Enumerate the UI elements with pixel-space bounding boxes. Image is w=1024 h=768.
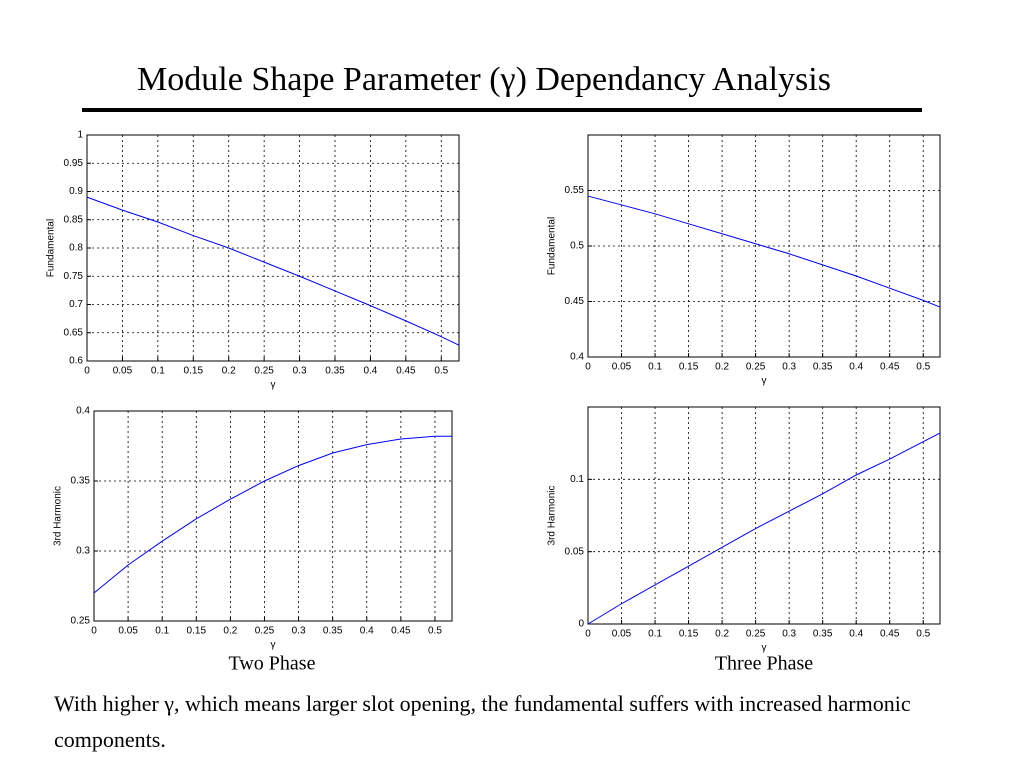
x-tick-label: 0.4 [363,366,377,377]
x-tick-label: 0.3 [293,366,307,377]
x-axis-label: γ [762,643,767,654]
x-tick-label: 0.2 [715,362,729,373]
y-tick-label: 0.6 [69,356,83,367]
x-tick-label: 0.1 [151,366,165,377]
x-tick-label: 0 [84,366,90,377]
x-tick-label: 0.45 [396,366,416,377]
x-tick-label: 0.35 [325,366,345,377]
x-tick-label: 0.3 [292,626,306,637]
y-tick-label: 0.45 [565,296,585,307]
note: With higher γ, which means larger slot o… [54,691,911,752]
y-tick-label: 0.55 [565,185,585,196]
y-tick-label: 0.95 [64,158,84,169]
x-tick-label: 0.1 [648,629,662,640]
data-line [587,195,941,308]
x-tick-label: 0.05 [113,366,133,377]
x-axis-label: γ [271,380,276,391]
x-tick-label: 0.45 [880,362,900,373]
y-tick-label: 0.1 [570,474,584,485]
x-tick-label: 0.1 [648,362,662,373]
x-tick-label: 0.45 [880,629,900,640]
caption: Three Phase [715,653,813,675]
y-tick-label: 0.75 [64,271,84,282]
x-tick-label: 0.15 [184,366,204,377]
x-tick-label: 0.5 [434,366,448,377]
x-tick-label: 0 [585,362,591,373]
caption: Two Phase [229,653,316,675]
y-tick-label: 0.5 [570,241,584,252]
y-tick-label: 0.85 [64,214,84,225]
data-line [86,196,460,346]
x-tick-label: 0.35 [813,362,833,373]
y-axis-label: 3rd Harmonic [547,485,558,545]
y-tick-label: 0.7 [69,299,83,310]
y-axis-label: Fundamental [46,219,57,277]
x-tick-label: 0.5 [428,626,442,637]
x-tick-label: 0.05 [612,629,632,640]
y-axis-label: 3rd Harmonic [53,486,64,546]
x-axis-label: γ [762,376,767,387]
x-tick-label: 0.15 [679,629,699,640]
y-tick-label: 0.35 [71,476,91,487]
x-tick-label: 0 [91,626,97,637]
x-tick-label: 0.05 [118,626,138,637]
x-tick-label: 0.3 [782,629,796,640]
x-tick-label: 0.25 [255,626,275,637]
y-tick-label: 0.8 [69,243,83,254]
y-tick-label: 0.9 [69,186,83,197]
plot-area [93,410,453,622]
x-tick-label: 0.25 [746,629,766,640]
x-tick-label: 0.45 [391,626,411,637]
x-tick-label: 0.25 [746,362,766,373]
x-tick-label: 0.3 [782,362,796,373]
x-tick-label: 0.4 [849,629,863,640]
x-tick-label: 0.2 [223,626,237,637]
data-line [93,435,452,594]
x-tick-label: 0.35 [813,629,833,640]
x-tick-label: 0 [585,629,591,640]
x-tick-label: 0.05 [612,362,632,373]
data-line [587,432,941,625]
y-tick-label: 0.05 [565,546,585,557]
x-tick-label: 0.15 [679,362,699,373]
y-tick-label: 0.3 [76,546,90,557]
y-tick-label: 0 [578,619,584,630]
x-tick-label: 0.4 [849,362,863,373]
x-tick-label: 0.2 [715,629,729,640]
x-tick-label: 0.35 [323,626,343,637]
y-tick-label: 0.4 [570,352,584,363]
y-tick-label: 0.4 [76,406,90,417]
y-tick-label: 0.25 [71,616,91,627]
y-tick-label: 0.65 [64,327,84,338]
x-tick-label: 0.1 [155,626,169,637]
x-tick-label: 0.4 [360,626,374,637]
slide-title: Module Shape Parameter (γ) Dependancy An… [137,61,831,98]
x-tick-label: 0.2 [222,366,236,377]
x-tick-label: 0.5 [916,629,930,640]
x-tick-label: 0.25 [254,366,274,377]
x-axis-label: γ [271,640,276,651]
y-axis-label: Fundamental [547,217,558,275]
plot-area [587,406,941,625]
x-tick-label: 0.15 [187,626,207,637]
y-tick-label: 1 [77,130,83,141]
x-tick-label: 0.5 [916,362,930,373]
